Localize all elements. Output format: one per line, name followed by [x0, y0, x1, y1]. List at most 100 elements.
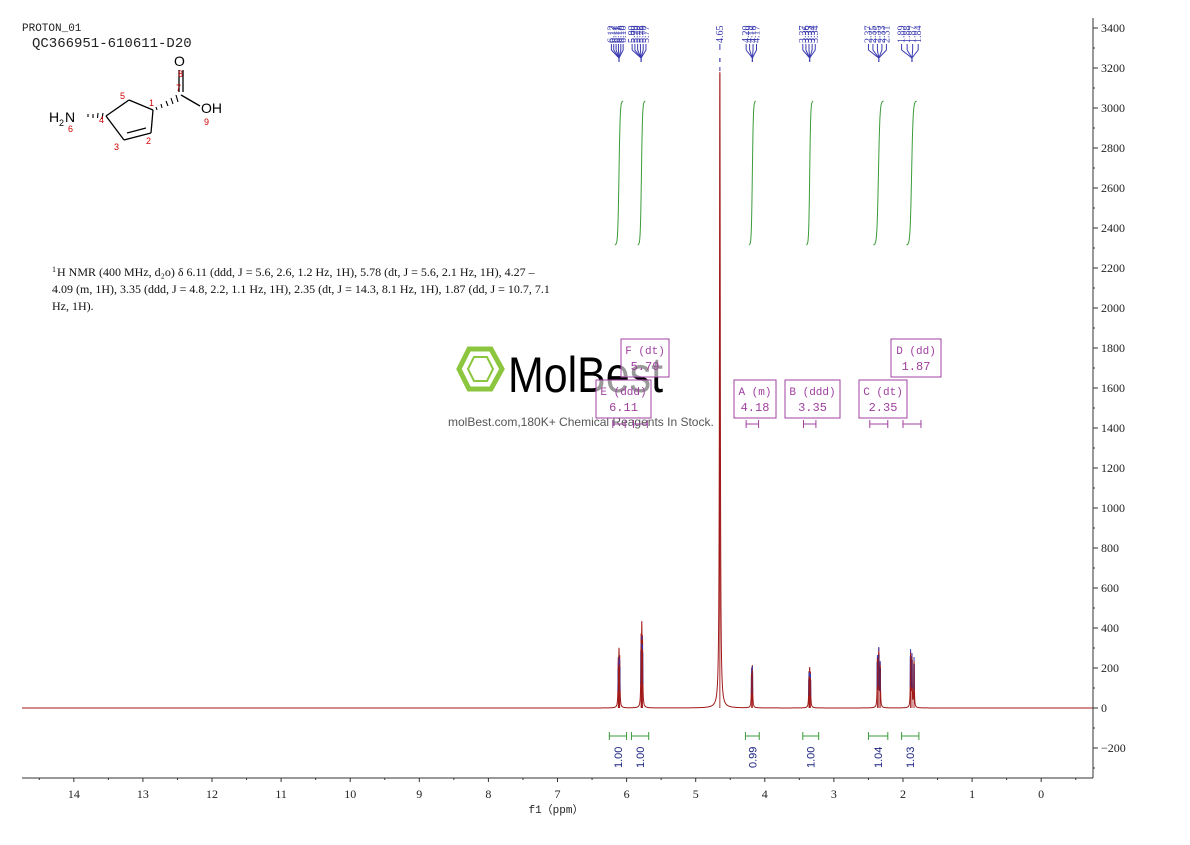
hashed-bond-1-7 — [155, 94, 179, 111]
peak-label-connector — [745, 49, 753, 59]
integral-region: 1.00 — [630, 732, 650, 768]
watermark-tagline: molBest.com,180K+ Chemical Reagents In S… — [448, 415, 714, 429]
peak-label-group: 5.805.795.795.785.785.77 — [627, 26, 652, 62]
molbest-logo-icon — [456, 346, 505, 392]
peak-label-group: 4.65 — [715, 26, 726, 62]
bond-4-5 — [105, 99, 130, 117]
peak-label-connector — [878, 49, 887, 59]
hashed-bond-4-6 — [87, 112, 104, 120]
integral-curve — [906, 100, 917, 246]
peak-label: 1.88 — [902, 26, 913, 44]
peak-label: 4.18 — [748, 26, 759, 44]
y-tick-label: 1600 — [1101, 381, 1125, 395]
multiplet-box-frame — [733, 379, 777, 419]
peak-label: 3.37 — [798, 26, 809, 44]
peak-label-connector — [805, 49, 811, 59]
y-tick-label: 2400 — [1101, 221, 1125, 235]
atom-number-7: 7 — [176, 83, 181, 93]
x-tick-label: 5 — [693, 787, 699, 801]
peak-label: 4.17 — [751, 26, 762, 44]
integrals: 1.00 1.00 0.99 1.00 1.04 1.03 — [608, 732, 920, 768]
integral-curve — [637, 100, 646, 246]
multiplet-box-frame — [890, 338, 942, 378]
bond-7-9 — [180, 94, 201, 107]
peak-label: 2.31 — [881, 26, 892, 44]
multiplet-box: F (dt) 5.79 — [620, 338, 670, 428]
peak-label-connector — [640, 49, 647, 59]
peak-label-connector — [911, 49, 919, 59]
x-tick-label: 14 — [68, 787, 80, 801]
peak-label: 5.77 — [641, 26, 652, 44]
x-tick-label: 2 — [900, 787, 906, 801]
nmr-description-line-3: Hz, 1H). — [52, 299, 94, 313]
bond-3-4 — [105, 115, 125, 141]
multiplet-box-shift: 2.35 — [869, 401, 898, 415]
peak-label: 2.37 — [863, 26, 874, 44]
integral-curve — [806, 100, 814, 246]
atom-number-1: 1 — [149, 98, 154, 108]
multiplet-box-label: F (dt) — [625, 346, 665, 358]
x-tick-label: 8 — [485, 787, 491, 801]
peak-label: 1.84 — [913, 26, 924, 44]
nmr-description-line-1: H NMR (400 MHz, d₂o) δ 6.11 (ddd, J = 5.… — [57, 265, 536, 279]
y-tick-label: 1800 — [1101, 341, 1125, 355]
multiplet-box-label: A (m) — [738, 387, 771, 399]
multiplet-box-frame — [620, 338, 670, 378]
multiplet-box-frame — [784, 379, 841, 419]
integral-curve — [873, 100, 884, 246]
x-tick-label: 11 — [275, 787, 287, 801]
multiplet-box-shift: 5.79 — [631, 360, 660, 374]
multiplet-box-shift: 3.35 — [798, 401, 827, 415]
peak-label: 3.34 — [810, 26, 821, 44]
peak-label-group: 6.126.126.116.116.106.10 — [606, 26, 629, 62]
atom-o-carbonyl: O — [174, 53, 185, 69]
peak-label-connector — [618, 49, 624, 59]
x-axis-label: f1（ppm） — [528, 803, 583, 817]
peak-label-connector — [809, 49, 816, 59]
peak-label: 3.35 — [804, 26, 815, 44]
x-tick-label: 10 — [344, 787, 356, 801]
nmr-description-line-2: 4.09 (m, 1H), 3.35 (ddd, J = 4.8, 2.2, 1… — [52, 282, 550, 296]
atom-number-5: 5 — [120, 91, 125, 101]
peak-label: 5.79 — [633, 26, 644, 44]
spectrum — [22, 67, 1093, 709]
atom-number-6: 6 — [68, 124, 73, 134]
atom-number-8: 8 — [178, 69, 183, 79]
nmr-description-superscript: 1 — [52, 265, 56, 274]
integral-region: 1.04 — [867, 732, 889, 768]
bond-1-2 — [150, 109, 154, 134]
peak-label-connector — [751, 49, 754, 59]
x-tick-label: 7 — [555, 787, 561, 801]
y-tick-label: 0 — [1101, 701, 1107, 715]
y-tick-label: 1000 — [1101, 501, 1125, 515]
peak-label: 6.12 — [606, 26, 617, 44]
integral-value: 1.00 — [806, 747, 818, 768]
bond-5-1 — [128, 99, 154, 111]
peak-label: 2.33 — [877, 26, 888, 44]
integral-curve — [748, 100, 756, 246]
multiplet-box-shift: 6.11 — [609, 401, 638, 415]
peak-label: 2.35 — [872, 26, 883, 44]
nmr-description: 1 H NMR (400 MHz, d₂o) δ 6.11 (ddd, J = … — [52, 265, 550, 313]
y-tick-label: 2000 — [1101, 301, 1125, 315]
peak-label: 5.78 — [638, 26, 649, 44]
atom-number-4: 4 — [99, 115, 104, 125]
multiplet-box-label: B (ddd) — [789, 387, 835, 399]
peak-label-connector — [868, 49, 880, 59]
peak-label-connector — [751, 49, 757, 59]
peak-label: 5.78 — [635, 26, 646, 44]
peak-label-group: 3.373.363.353.343.34 — [798, 26, 821, 62]
axes: 14 13 12 11 10 9 8 7 6 5 4 3 2 1 0−2000200400600800100… — [22, 18, 1126, 801]
x-tick-label: 12 — [206, 787, 218, 801]
peak-label: 6.10 — [618, 26, 629, 44]
x-tick-label: 9 — [416, 787, 422, 801]
y-tick-label: 3000 — [1101, 101, 1125, 115]
peak-label: 5.80 — [627, 26, 638, 44]
peak-label-connector — [901, 49, 913, 59]
y-tick-label: 1400 — [1101, 421, 1125, 435]
experiment-label: PROTON_01 — [22, 23, 82, 35]
multiplet-boxes: F (dt) 5.79 E (ddd) 6.11 A (m) 4.18 B (ddd) 3.3… — [595, 338, 942, 428]
peak-label-group: 4.204.194.184.17 — [741, 26, 762, 62]
atom-subscript-2: 2 — [59, 118, 64, 128]
